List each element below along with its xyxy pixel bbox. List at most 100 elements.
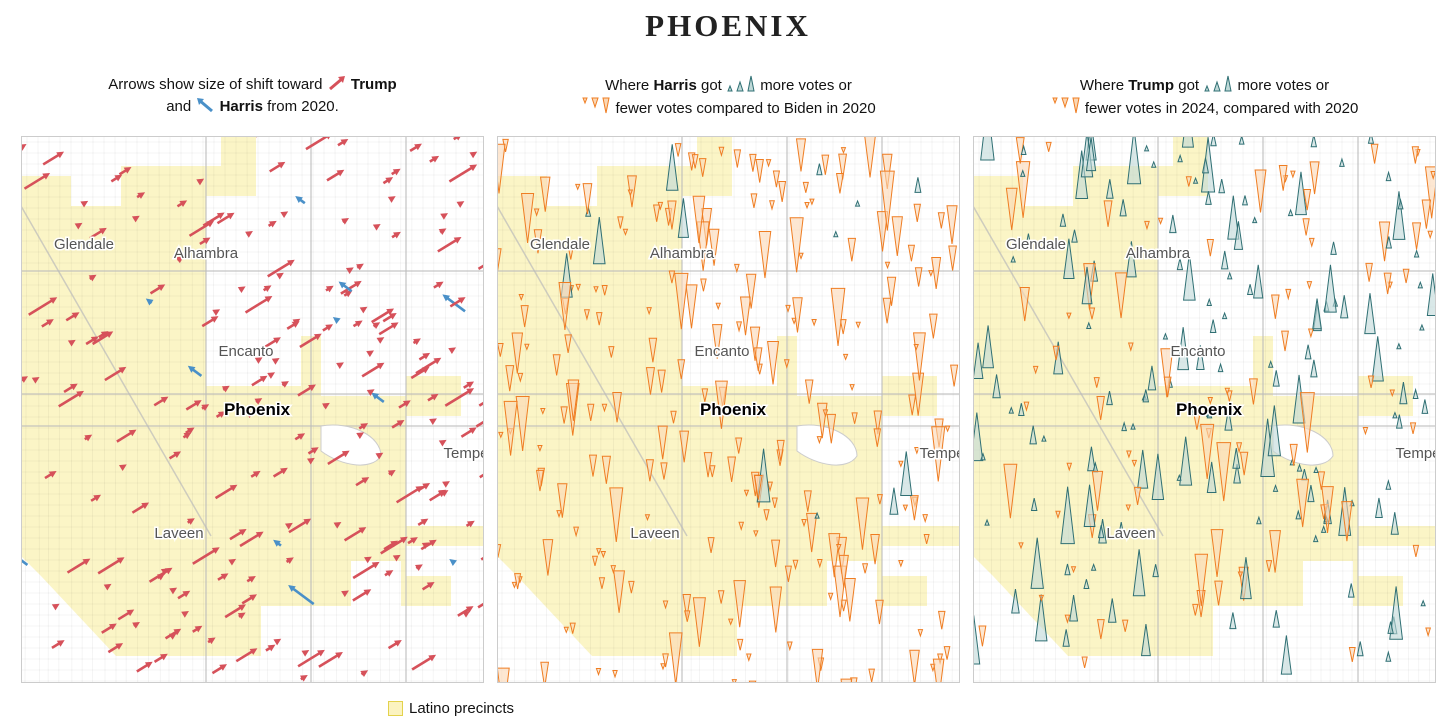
loss-triangle: [943, 646, 951, 660]
caption: Where Harris got more votes or fewer vot…: [497, 74, 960, 120]
loss-triangle: [1303, 189, 1312, 211]
arrow-head: [254, 398, 263, 405]
loss-triangle: [816, 558, 823, 569]
arrow-head: [361, 477, 370, 484]
gain-triangle: [1241, 195, 1249, 206]
arrow-head: [354, 320, 363, 328]
gain-triangle: [1083, 579, 1090, 590]
loss-triangle: [1163, 376, 1172, 398]
gain-triangle: [1081, 266, 1093, 305]
arrow-head: [310, 447, 319, 454]
loss-triangle: [792, 559, 799, 571]
loss-triangle: [600, 550, 607, 559]
shift-arrow: [97, 557, 123, 575]
loss-triangle: [1210, 529, 1224, 578]
loss-triangle: [708, 228, 720, 266]
street: [211, 136, 215, 683]
gain-triangle: [1267, 405, 1282, 457]
gain-triangle: [1126, 136, 1142, 185]
loss-triangle: [727, 456, 737, 483]
arrow-head: [375, 452, 384, 460]
street: [1175, 136, 1178, 683]
gain-triangle: [1192, 176, 1199, 184]
loss-triangle: [1207, 396, 1214, 405]
loss-triangle: [786, 641, 793, 652]
arrow-head: [128, 429, 137, 437]
loss-triangle: [803, 490, 812, 512]
loss-triangle: [1289, 443, 1298, 466]
gain-triangle: [1097, 525, 1105, 539]
gain-triangle: [1121, 421, 1128, 432]
arrow-head: [466, 520, 475, 528]
arrow-head: [164, 567, 173, 575]
loss-triangle: [798, 252, 804, 260]
loss-triangle: [715, 302, 721, 311]
loss-triangle: [1038, 594, 1045, 602]
street: [24, 136, 28, 683]
arrow-head: [387, 469, 396, 477]
gain-triangle: [1312, 534, 1319, 543]
loss-triangle: [769, 200, 775, 211]
loss-triangle: [1302, 218, 1310, 236]
arrow-head: [291, 321, 300, 328]
loss-triangle: [851, 412, 858, 424]
arrow-head: [116, 557, 125, 564]
loss-triangle: [1131, 459, 1138, 468]
place-label: Encanto: [218, 343, 273, 360]
loss-triangle: [758, 231, 772, 279]
gain-triangle: [1177, 153, 1183, 163]
gain-triangle: [1201, 157, 1210, 174]
latino-precincts: [497, 136, 960, 656]
arrow-head: [21, 376, 28, 383]
gain-triangle: [1253, 264, 1264, 299]
loss-triangle: [882, 297, 892, 324]
arrow-head: [131, 215, 140, 223]
arrow-head: [435, 281, 444, 289]
loss-triangle: [1015, 161, 1031, 218]
street: [622, 136, 625, 683]
arrow-head: [238, 604, 246, 611]
arrow-head: [237, 286, 246, 294]
loss-triangle: [763, 509, 770, 521]
street: [1275, 136, 1278, 683]
arrow-head: [440, 213, 449, 220]
down-icon: [582, 97, 610, 114]
gain-triangle: [1130, 422, 1136, 430]
loss-triangle: [737, 638, 744, 651]
arrow-head: [453, 236, 462, 244]
street: [147, 136, 149, 683]
arrow-head: [51, 603, 60, 611]
loss-triangle: [524, 343, 530, 351]
gain-triangle: [1083, 484, 1096, 527]
loss-triangle: [739, 296, 752, 336]
arrow-head: [393, 231, 401, 239]
arrow-head: [387, 196, 396, 203]
gain-triangle: [1226, 271, 1233, 280]
loss-triangle: [1032, 365, 1039, 375]
street: [830, 136, 834, 683]
gain-triangle: [1030, 498, 1038, 511]
place-label: Alhambra: [1126, 245, 1191, 262]
arrow-head: [448, 347, 457, 355]
loss-triangle: [677, 359, 686, 380]
loss-triangle: [884, 261, 891, 270]
arrow-head: [372, 322, 381, 329]
gain-triangle: [1206, 297, 1213, 306]
loss-triangle: [717, 590, 725, 604]
loss-triangle: [932, 658, 945, 683]
arrow-head: [254, 357, 263, 364]
arrow-head: [371, 561, 380, 569]
arrow-head: [238, 528, 247, 536]
loss-triangle: [1193, 413, 1201, 430]
shift-arrow: [380, 537, 406, 555]
arrow-head: [90, 336, 99, 343]
loss-triangle: [830, 287, 846, 346]
loss-triangle: [937, 610, 946, 630]
loss-triangle: [660, 663, 666, 671]
loss-triangle: [505, 365, 515, 392]
title: PHOENIX: [645, 8, 811, 43]
arrow-head: [169, 587, 178, 595]
arrow-head: [449, 558, 457, 566]
loss-triangle: [511, 581, 518, 589]
shift-arrow: [483, 572, 484, 575]
